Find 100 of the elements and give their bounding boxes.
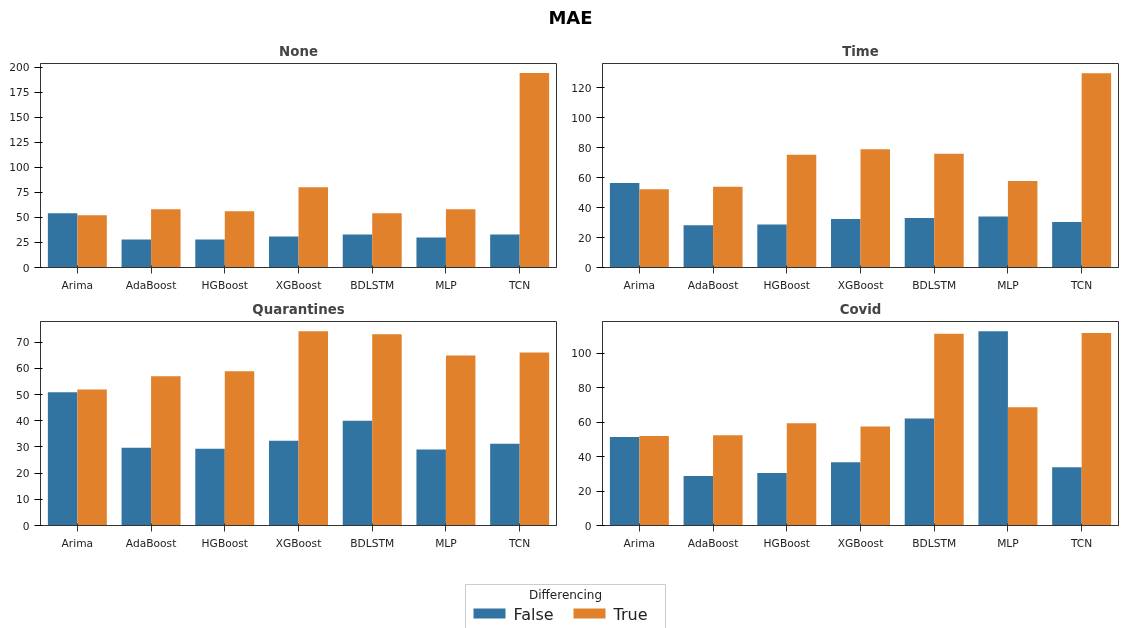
bar	[445, 209, 476, 268]
bar	[683, 475, 714, 526]
bar	[224, 211, 255, 268]
bar	[490, 443, 520, 526]
bar	[860, 148, 890, 268]
y-tick-label: 0	[584, 261, 592, 275]
bar	[757, 472, 787, 526]
bar	[1081, 332, 1112, 526]
bar	[342, 234, 373, 268]
y-tick-label: 20	[577, 484, 592, 498]
x-tick-label: Arima	[623, 536, 656, 550]
x-tick-label: XGBoost	[275, 536, 322, 550]
y-tick-label: 120	[571, 81, 592, 95]
x-tick-label: Arima	[623, 278, 656, 292]
bar	[831, 461, 861, 526]
y-tick-label: 75	[15, 186, 30, 200]
y-tick-label: 100	[571, 346, 592, 360]
x-tick-label: AdaBoost	[125, 278, 177, 292]
y-tick-label: 40	[15, 414, 30, 428]
x-tick-label: MLP	[435, 536, 458, 550]
x-tick-label: TCN	[507, 536, 531, 550]
bar	[519, 72, 550, 268]
bar	[77, 389, 107, 526]
x-tick-label: MLP	[997, 536, 1020, 550]
x-tick-label: MLP	[997, 278, 1020, 292]
y-tick-label: 0	[22, 261, 30, 275]
x-tick-label: XGBoost	[837, 278, 884, 292]
bar	[786, 422, 817, 526]
y-tick-label: 20	[577, 231, 592, 245]
bar	[121, 239, 152, 268]
bar	[77, 215, 107, 268]
y-tick-label: 150	[9, 110, 30, 124]
x-tick-label: TCN	[507, 278, 531, 292]
x-tick-label: AdaBoost	[125, 536, 177, 550]
bar	[151, 209, 181, 268]
bar	[269, 440, 299, 526]
x-tick-label: Arima	[61, 536, 94, 550]
bar	[372, 334, 402, 526]
x-tick-label: XGBoost	[837, 536, 884, 550]
bar	[121, 447, 152, 526]
x-tick-label: HGBoost	[763, 278, 810, 292]
y-tick-label: 50	[15, 388, 30, 402]
y-tick-label: 40	[577, 450, 592, 464]
y-tick-label: 0	[584, 519, 592, 533]
bar	[1007, 406, 1038, 526]
bar	[786, 154, 817, 268]
x-tick-label: TCN	[1069, 536, 1093, 550]
x-tick-label: AdaBoost	[687, 536, 739, 550]
y-tick-label: 40	[577, 201, 592, 215]
y-tick-label: 100	[571, 111, 592, 125]
bar	[904, 418, 935, 526]
bar	[713, 435, 743, 526]
bar	[1081, 72, 1112, 268]
chart-title: Covid	[839, 301, 882, 317]
x-tick-label: TCN	[1069, 278, 1093, 292]
bar	[1052, 221, 1082, 268]
y-tick-label: 125	[9, 135, 30, 149]
bar	[831, 218, 861, 268]
x-tick-label: Arima	[61, 278, 94, 292]
bar	[47, 213, 78, 268]
y-tick-label: 0	[22, 519, 30, 533]
bar	[416, 449, 446, 526]
y-tick-label: 25	[15, 236, 30, 250]
bar	[1007, 180, 1038, 268]
bar	[298, 187, 328, 268]
y-tick-label: 60	[15, 362, 30, 376]
bar	[195, 448, 225, 526]
y-tick-label: 200	[9, 60, 30, 74]
y-tick-label: 70	[15, 335, 30, 349]
bar	[978, 331, 1008, 526]
bar	[490, 234, 520, 268]
y-tick-label: 80	[577, 141, 592, 155]
y-tick-label: 30	[15, 440, 30, 454]
x-tick-label: BDLSTM	[350, 278, 395, 292]
bar	[904, 217, 935, 268]
bar	[519, 352, 550, 526]
bar	[683, 225, 714, 268]
y-tick-label: 50	[15, 211, 30, 225]
legend-label: True	[612, 604, 648, 624]
chart-title: Quarantines	[252, 301, 345, 317]
bar	[639, 435, 669, 526]
bar	[1052, 466, 1082, 526]
bar	[372, 213, 402, 268]
bar	[269, 236, 299, 268]
y-tick-label: 80	[577, 381, 592, 395]
bar	[445, 355, 476, 526]
bar	[934, 153, 964, 268]
bar	[224, 370, 255, 526]
y-tick-label: 20	[15, 466, 30, 480]
x-tick-label: BDLSTM	[350, 536, 395, 550]
legend-label: False	[513, 604, 554, 624]
x-tick-label: BDLSTM	[912, 278, 957, 292]
bar	[298, 330, 328, 526]
x-tick-label: HGBoost	[763, 536, 810, 550]
x-tick-label: XGBoost	[275, 278, 322, 292]
bar	[609, 436, 640, 526]
bar	[416, 237, 446, 268]
y-tick-label: 10	[15, 493, 30, 507]
bar	[757, 224, 787, 268]
x-tick-label: HGBoost	[201, 278, 248, 292]
